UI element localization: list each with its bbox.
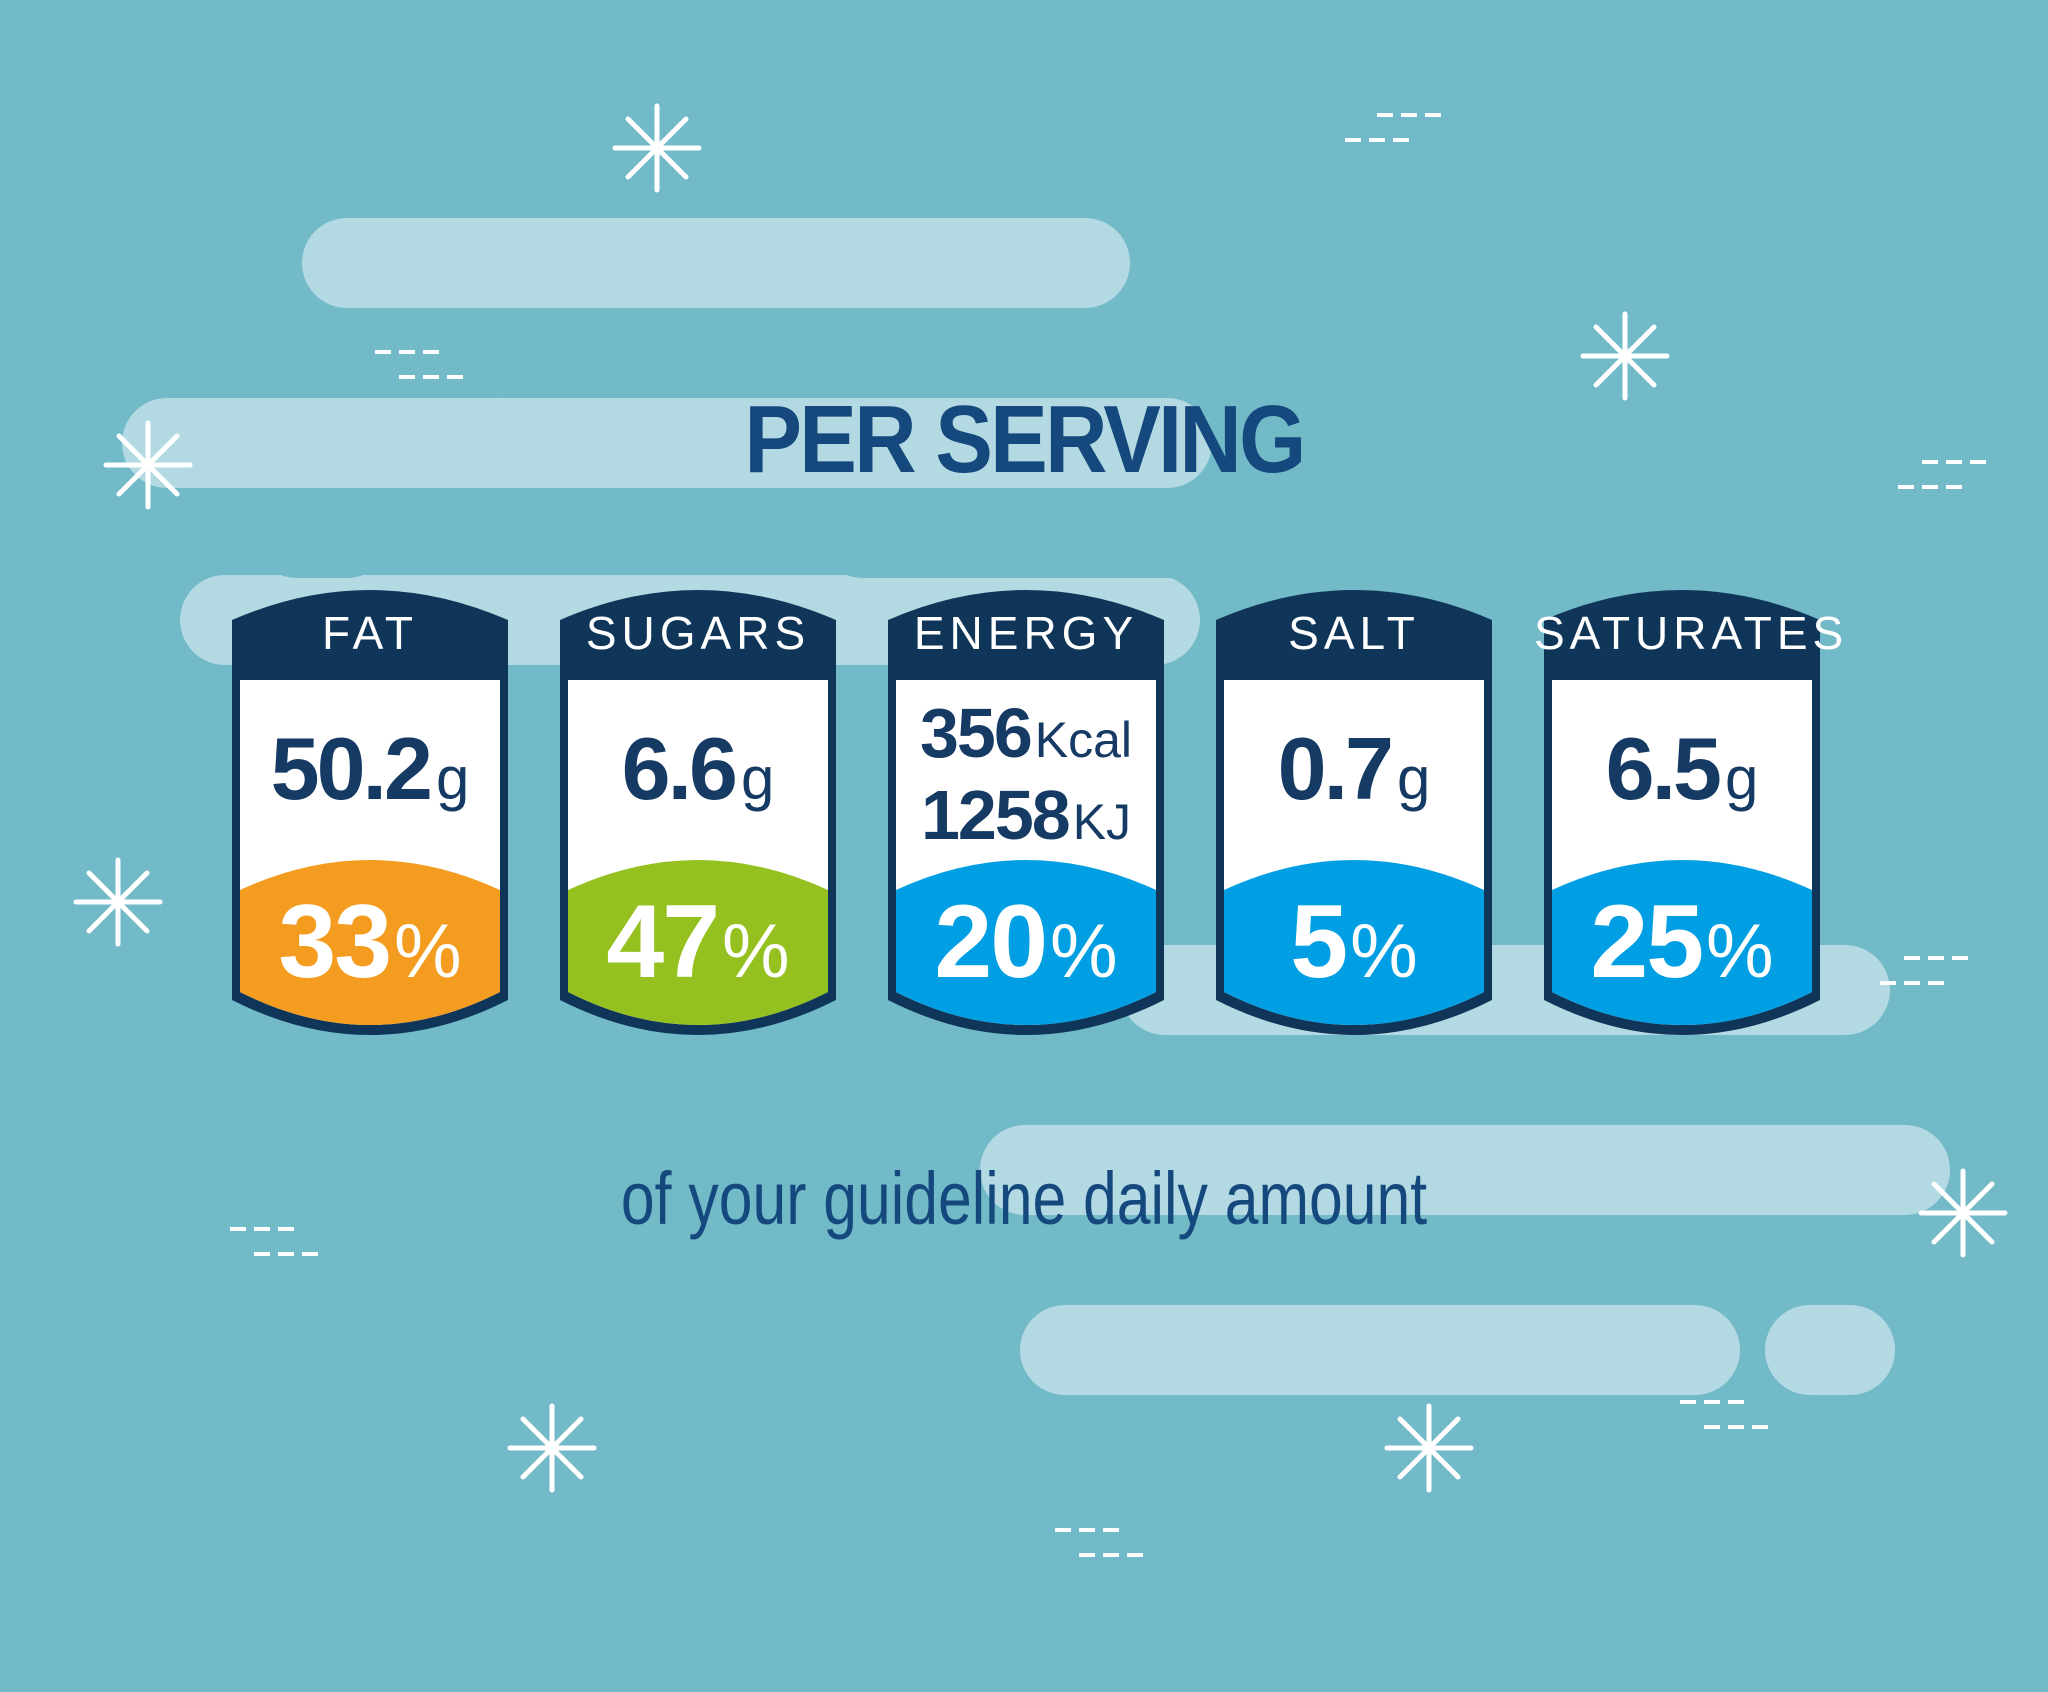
amount-unit: g [435,745,470,812]
dashes [230,113,1986,1557]
label-frame [560,590,836,1035]
kcal-value: 356 [919,694,1033,772]
cloud-cutout [966,308,1406,398]
sparkle-icon [1384,1403,1474,1493]
amount-unit: g [1396,745,1431,812]
amount-unit: g [740,745,775,812]
dash-lines-icon [1055,1528,1143,1557]
cloud-band [1765,1305,1895,1395]
label-amount: 0.7 g [1206,725,1502,813]
percent-sign: % [1706,909,1774,994]
sparkle-icon [507,1403,597,1493]
label-percent: 5% [1206,890,1502,994]
cloud-cutout [1590,1215,1890,1305]
percent-band [1224,860,1484,1025]
percent-band [568,860,828,1025]
cloud-band [1020,1305,1740,1395]
percent-sign: % [1050,909,1118,994]
cloud-band [122,398,1212,488]
amount-value: 50.2 [270,719,433,818]
nutrition-label-salt: SALT 0.7 g 5% [1206,580,1502,1050]
amount-value: 0.7 [1277,719,1394,818]
nutrition-label-fat: FAT 50.2 g 33% [222,580,518,1050]
dash-lines-icon [1680,1400,1768,1429]
label-title: ENERGY [913,607,1139,659]
sparkle-icon [103,420,193,510]
percent-value: 20 [934,884,1048,1000]
kcal-unit: Kcal [1034,712,1133,768]
page-title: PER SERVING [744,386,1306,493]
cloud-band [980,1125,1950,1215]
dash-lines-icon [375,350,463,379]
kj-value: 1258 [920,776,1071,854]
percent-band [896,860,1156,1025]
amount-value: 6.6 [621,719,738,818]
sparkle-icon [1918,1168,2008,1258]
sparkle-icon [612,103,702,193]
label-frame [232,590,508,1035]
label-frame [1544,590,1820,1035]
nutrition-label-saturates: SATURATES 6.5 g 25% [1534,580,1849,1050]
dash-lines-icon [1898,460,1986,489]
percent-sign: % [722,909,790,994]
cloud-cutout [252,488,392,578]
percent-sign: % [1350,909,1418,994]
cloud-cutout [960,1215,1210,1305]
label-title: SATURATES [1534,607,1849,659]
dash-lines-icon [1345,113,1441,142]
kj-unit: KJ [1072,794,1132,850]
label-amount: 50.2 g [222,725,518,813]
label-title: FAT [322,607,418,659]
nutrition-label-energy: ENERGY 356Kcal 1258KJ 20% [878,580,1174,1050]
label-percent: 25% [1534,890,1830,994]
dash-lines-icon [230,1227,318,1256]
nutrition-label-sugars: SUGARS 6.6 g 47% [550,580,846,1050]
sparkle-icon [1580,311,1670,401]
amount-unit: g [1724,745,1759,812]
label-energy-amounts: 356Kcal 1258KJ [878,698,1174,862]
cloud-cutout [1040,1035,1340,1125]
cloud-cutout [818,488,1258,578]
label-percent: 20% [878,890,1174,994]
cloud-cutouts [252,308,1985,1305]
dash-lines-icon [1880,956,1968,985]
label-frame [1216,590,1492,1035]
percent-band [240,860,500,1025]
cloud-cutout [1725,1035,1985,1125]
sparkles [73,103,2008,1493]
percent-value: 33 [278,884,392,1000]
label-title: SUGARS [585,607,811,659]
sparkle-icon [73,857,163,947]
percent-value: 5 [1290,884,1348,1000]
percent-value: 25 [1590,884,1704,1000]
percent-value: 47 [606,884,720,1000]
label-amount: 6.6 g [550,725,846,813]
footer-caption: of your guideline daily amount [620,1157,1428,1240]
label-amount: 6.5 g [1534,725,1830,813]
amount-value: 6.5 [1605,719,1722,818]
percent-sign: % [394,909,462,994]
label-title: SALT [1288,607,1420,659]
kcal-row: 356Kcal [878,698,1174,780]
label-percent: 33% [222,890,518,994]
percent-band [1552,860,1812,1025]
kj-row: 1258KJ [878,780,1174,862]
label-frame [888,590,1164,1035]
label-percent: 47% [550,890,846,994]
cloud-band [302,218,1130,308]
